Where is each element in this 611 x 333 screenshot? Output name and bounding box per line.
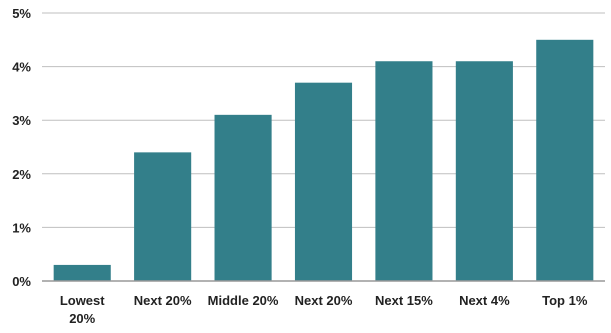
bars — [53, 39, 594, 282]
y-tick-label: 2% — [12, 167, 31, 182]
y-tick-label: 1% — [12, 220, 31, 235]
x-category-label: Next 20% — [134, 293, 192, 308]
x-category-label: Lowest 20% — [60, 293, 105, 326]
bar — [134, 152, 192, 281]
x-category-label: Top 1% — [542, 293, 588, 308]
bar — [294, 82, 353, 282]
x-category-label: Middle 20% — [208, 293, 279, 308]
y-tick-label: 3% — [12, 113, 31, 128]
bar — [536, 39, 594, 281]
x-category-label: Next 20% — [295, 293, 353, 308]
bar — [53, 264, 111, 281]
y-tick-label: 4% — [12, 60, 31, 75]
y-tick-labels: 0% 1% 2% 3% 4% 5% — [12, 6, 31, 289]
y-tick-label: 0% — [12, 274, 31, 289]
y-tick-label: 5% — [12, 6, 31, 21]
x-category-label: Next 4% — [459, 293, 510, 308]
bar — [214, 114, 272, 281]
x-category-labels: Lowest 20% Next 20% Middle 20% Next 20% Next … — [60, 293, 588, 326]
bar — [375, 61, 433, 281]
bar — [455, 61, 513, 281]
x-category-label: Next 15% — [375, 293, 433, 308]
